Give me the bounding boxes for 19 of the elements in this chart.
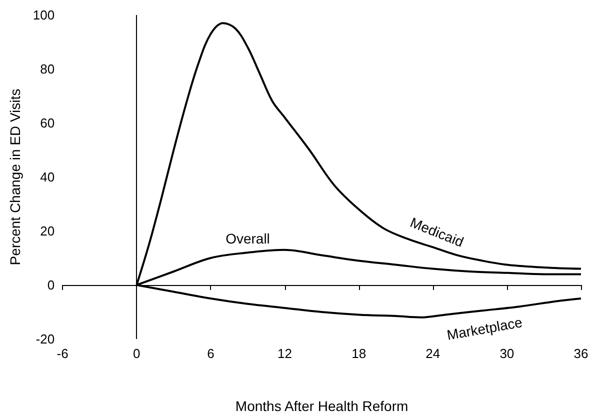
x-tick-label: 36 bbox=[574, 346, 588, 361]
y-tick-label: 100 bbox=[32, 8, 55, 22]
y-tick-label: 0 bbox=[47, 278, 55, 292]
x-tick-label: 18 bbox=[352, 346, 366, 361]
x-tick-label: 0 bbox=[133, 346, 140, 361]
y-tick-label: -20 bbox=[36, 332, 55, 346]
text: Marketplace bbox=[446, 314, 524, 343]
x-tick-label: 6 bbox=[207, 346, 214, 361]
x-tick-label: -6 bbox=[56, 346, 68, 361]
y-axis-title: Percent Change in ED Visits bbox=[7, 88, 23, 266]
y-tick-label: 60 bbox=[40, 116, 55, 130]
x-axis-title: Months After Health Reform bbox=[235, 398, 408, 414]
x-tick-label: 12 bbox=[278, 346, 292, 361]
x-tick-label: 24 bbox=[426, 346, 440, 361]
y-tick-label: 40 bbox=[40, 170, 55, 184]
series-label: Overall bbox=[226, 230, 270, 247]
y-tick-label: 80 bbox=[40, 62, 55, 76]
x-tick-label: 30 bbox=[500, 346, 514, 361]
y-tick-label: 20 bbox=[40, 224, 55, 238]
